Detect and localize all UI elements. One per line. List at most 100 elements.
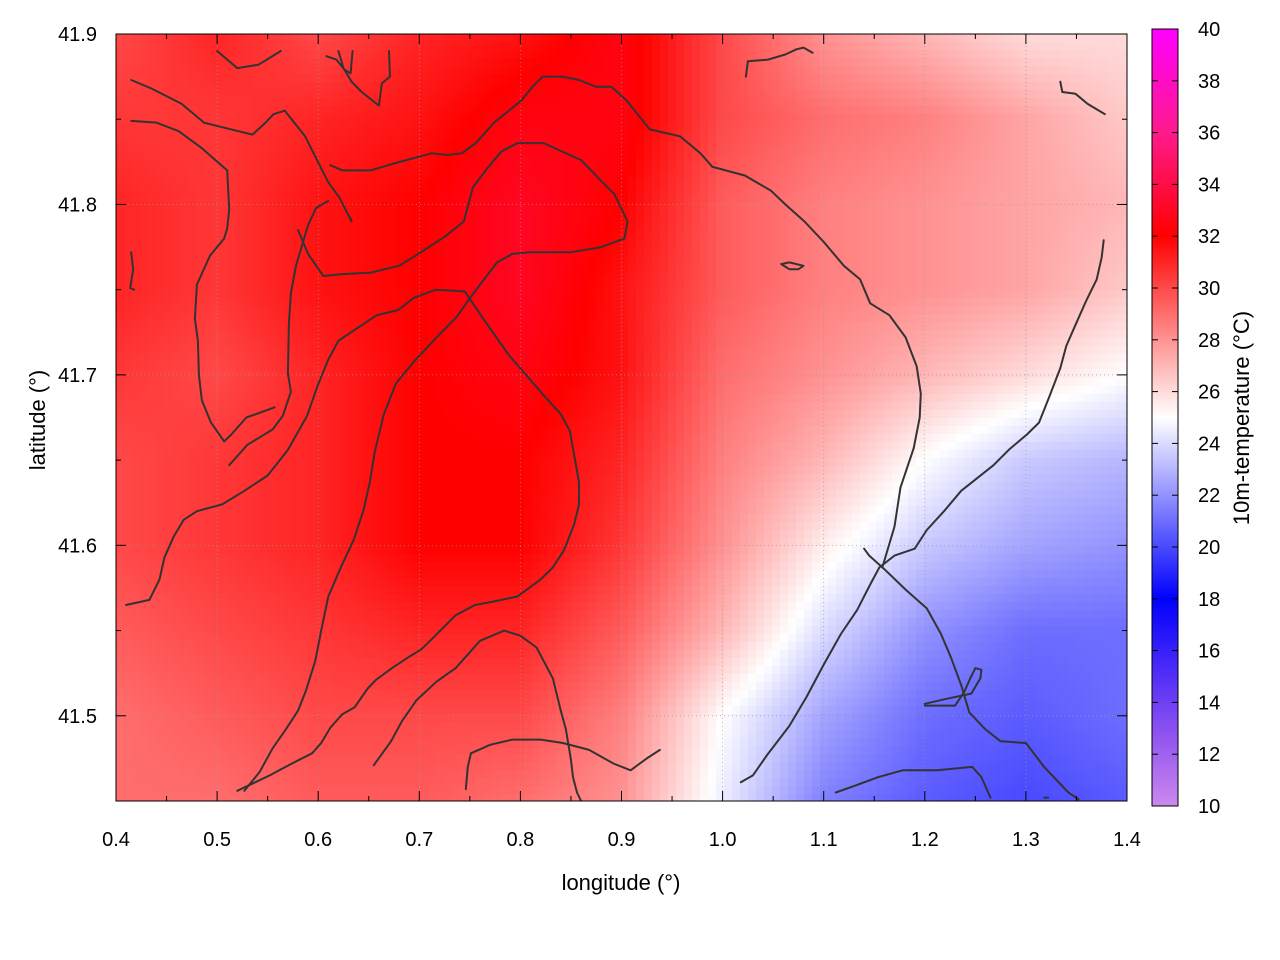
heat-cell: [540, 178, 549, 187]
heat-cell: [836, 90, 845, 99]
heat-cell: [644, 314, 653, 323]
heat-cell: [1012, 282, 1021, 291]
heat-cell: [732, 290, 741, 299]
heat-cell: [660, 218, 669, 227]
heat-cell: [436, 162, 445, 171]
heat-cell: [348, 34, 357, 43]
heat-cell: [324, 202, 333, 211]
heat-cell: [436, 170, 445, 179]
heat-cell: [1060, 170, 1069, 179]
heat-cell: [436, 130, 445, 139]
heat-cell: [612, 66, 621, 75]
heat-cell: [228, 250, 237, 259]
heat-cell: [252, 178, 261, 187]
heat-cell: [1052, 50, 1061, 59]
heat-cell: [1124, 226, 1127, 235]
heat-cell: [748, 186, 757, 195]
heat-cell: [124, 298, 133, 307]
heat-cell: [780, 314, 789, 323]
heat-cell: [260, 130, 269, 139]
heat-cell: [1092, 338, 1101, 347]
heat-cell: [980, 90, 989, 99]
heat-cell: [940, 122, 949, 131]
heat-cell: [604, 226, 613, 235]
heat-cell: [1116, 194, 1125, 203]
heat-cell: [252, 314, 261, 323]
heat-cell: [1068, 146, 1077, 155]
heat-cell: [684, 234, 693, 243]
heat-cell: [292, 226, 301, 235]
heat-cell: [876, 202, 885, 211]
heat-cell: [660, 122, 669, 131]
heat-cell: [780, 146, 789, 155]
heat-cell: [820, 298, 829, 307]
heat-cell: [412, 42, 421, 51]
heat-cell: [700, 282, 709, 291]
heat-cell: [612, 42, 621, 51]
heat-cell: [956, 234, 965, 243]
heat-cell: [908, 234, 917, 243]
heat-cell: [892, 234, 901, 243]
heat-cell: [708, 154, 717, 163]
heat-cell: [1108, 42, 1117, 51]
heat-cell: [692, 34, 701, 43]
heat-cell: [420, 234, 429, 243]
heat-cell: [508, 210, 517, 219]
heat-cell: [236, 42, 245, 51]
heat-cell: [876, 154, 885, 163]
heat-cell: [540, 186, 549, 195]
heat-cell: [596, 210, 605, 219]
heat-cell: [908, 298, 917, 307]
heat-cell: [340, 50, 349, 59]
heat-cell: [836, 178, 845, 187]
heat-cell: [236, 218, 245, 227]
heat-cell: [260, 258, 269, 267]
heat-cell: [324, 266, 333, 275]
heat-cell: [668, 114, 677, 123]
heat-cell: [404, 130, 413, 139]
heat-cell: [220, 66, 229, 75]
heat-cell: [1012, 114, 1021, 123]
heat-cell: [532, 106, 541, 115]
heat-cell: [924, 66, 933, 75]
heat-cell: [964, 90, 973, 99]
heat-cell: [484, 194, 493, 203]
heat-cell: [116, 250, 125, 259]
heat-cell: [196, 50, 205, 59]
heat-cell: [916, 210, 925, 219]
heat-cell: [332, 162, 341, 171]
heat-cell: [756, 170, 765, 179]
heat-cell: [748, 250, 757, 259]
heat-cell: [900, 226, 909, 235]
heat-cell: [964, 98, 973, 107]
heat-cell: [948, 50, 957, 59]
heat-cell: [476, 226, 485, 235]
heat-cell: [812, 274, 821, 283]
heat-cell: [228, 90, 237, 99]
heat-cell: [428, 330, 437, 339]
heat-cell: [436, 106, 445, 115]
heat-cell: [276, 74, 285, 83]
heat-cell: [868, 42, 877, 51]
heat-cell: [292, 178, 301, 187]
heat-cell: [1076, 210, 1085, 219]
heat-cell: [828, 338, 837, 347]
heat-cell: [748, 234, 757, 243]
heat-cell: [436, 266, 445, 275]
heat-cell: [492, 98, 501, 107]
heat-cell: [404, 234, 413, 243]
heat-cell: [900, 210, 909, 219]
heat-cell: [684, 330, 693, 339]
heat-cell: [300, 218, 309, 227]
heat-cell: [820, 282, 829, 291]
heat-cell: [140, 266, 149, 275]
heat-cell: [412, 290, 421, 299]
heat-cell: [524, 106, 533, 115]
heat-cell: [780, 130, 789, 139]
heat-cell: [604, 282, 613, 291]
heat-cell: [1028, 330, 1037, 339]
heat-cell: [1084, 282, 1093, 291]
heat-cell: [188, 178, 197, 187]
heat-cell: [780, 258, 789, 267]
heat-cell: [1036, 114, 1045, 123]
